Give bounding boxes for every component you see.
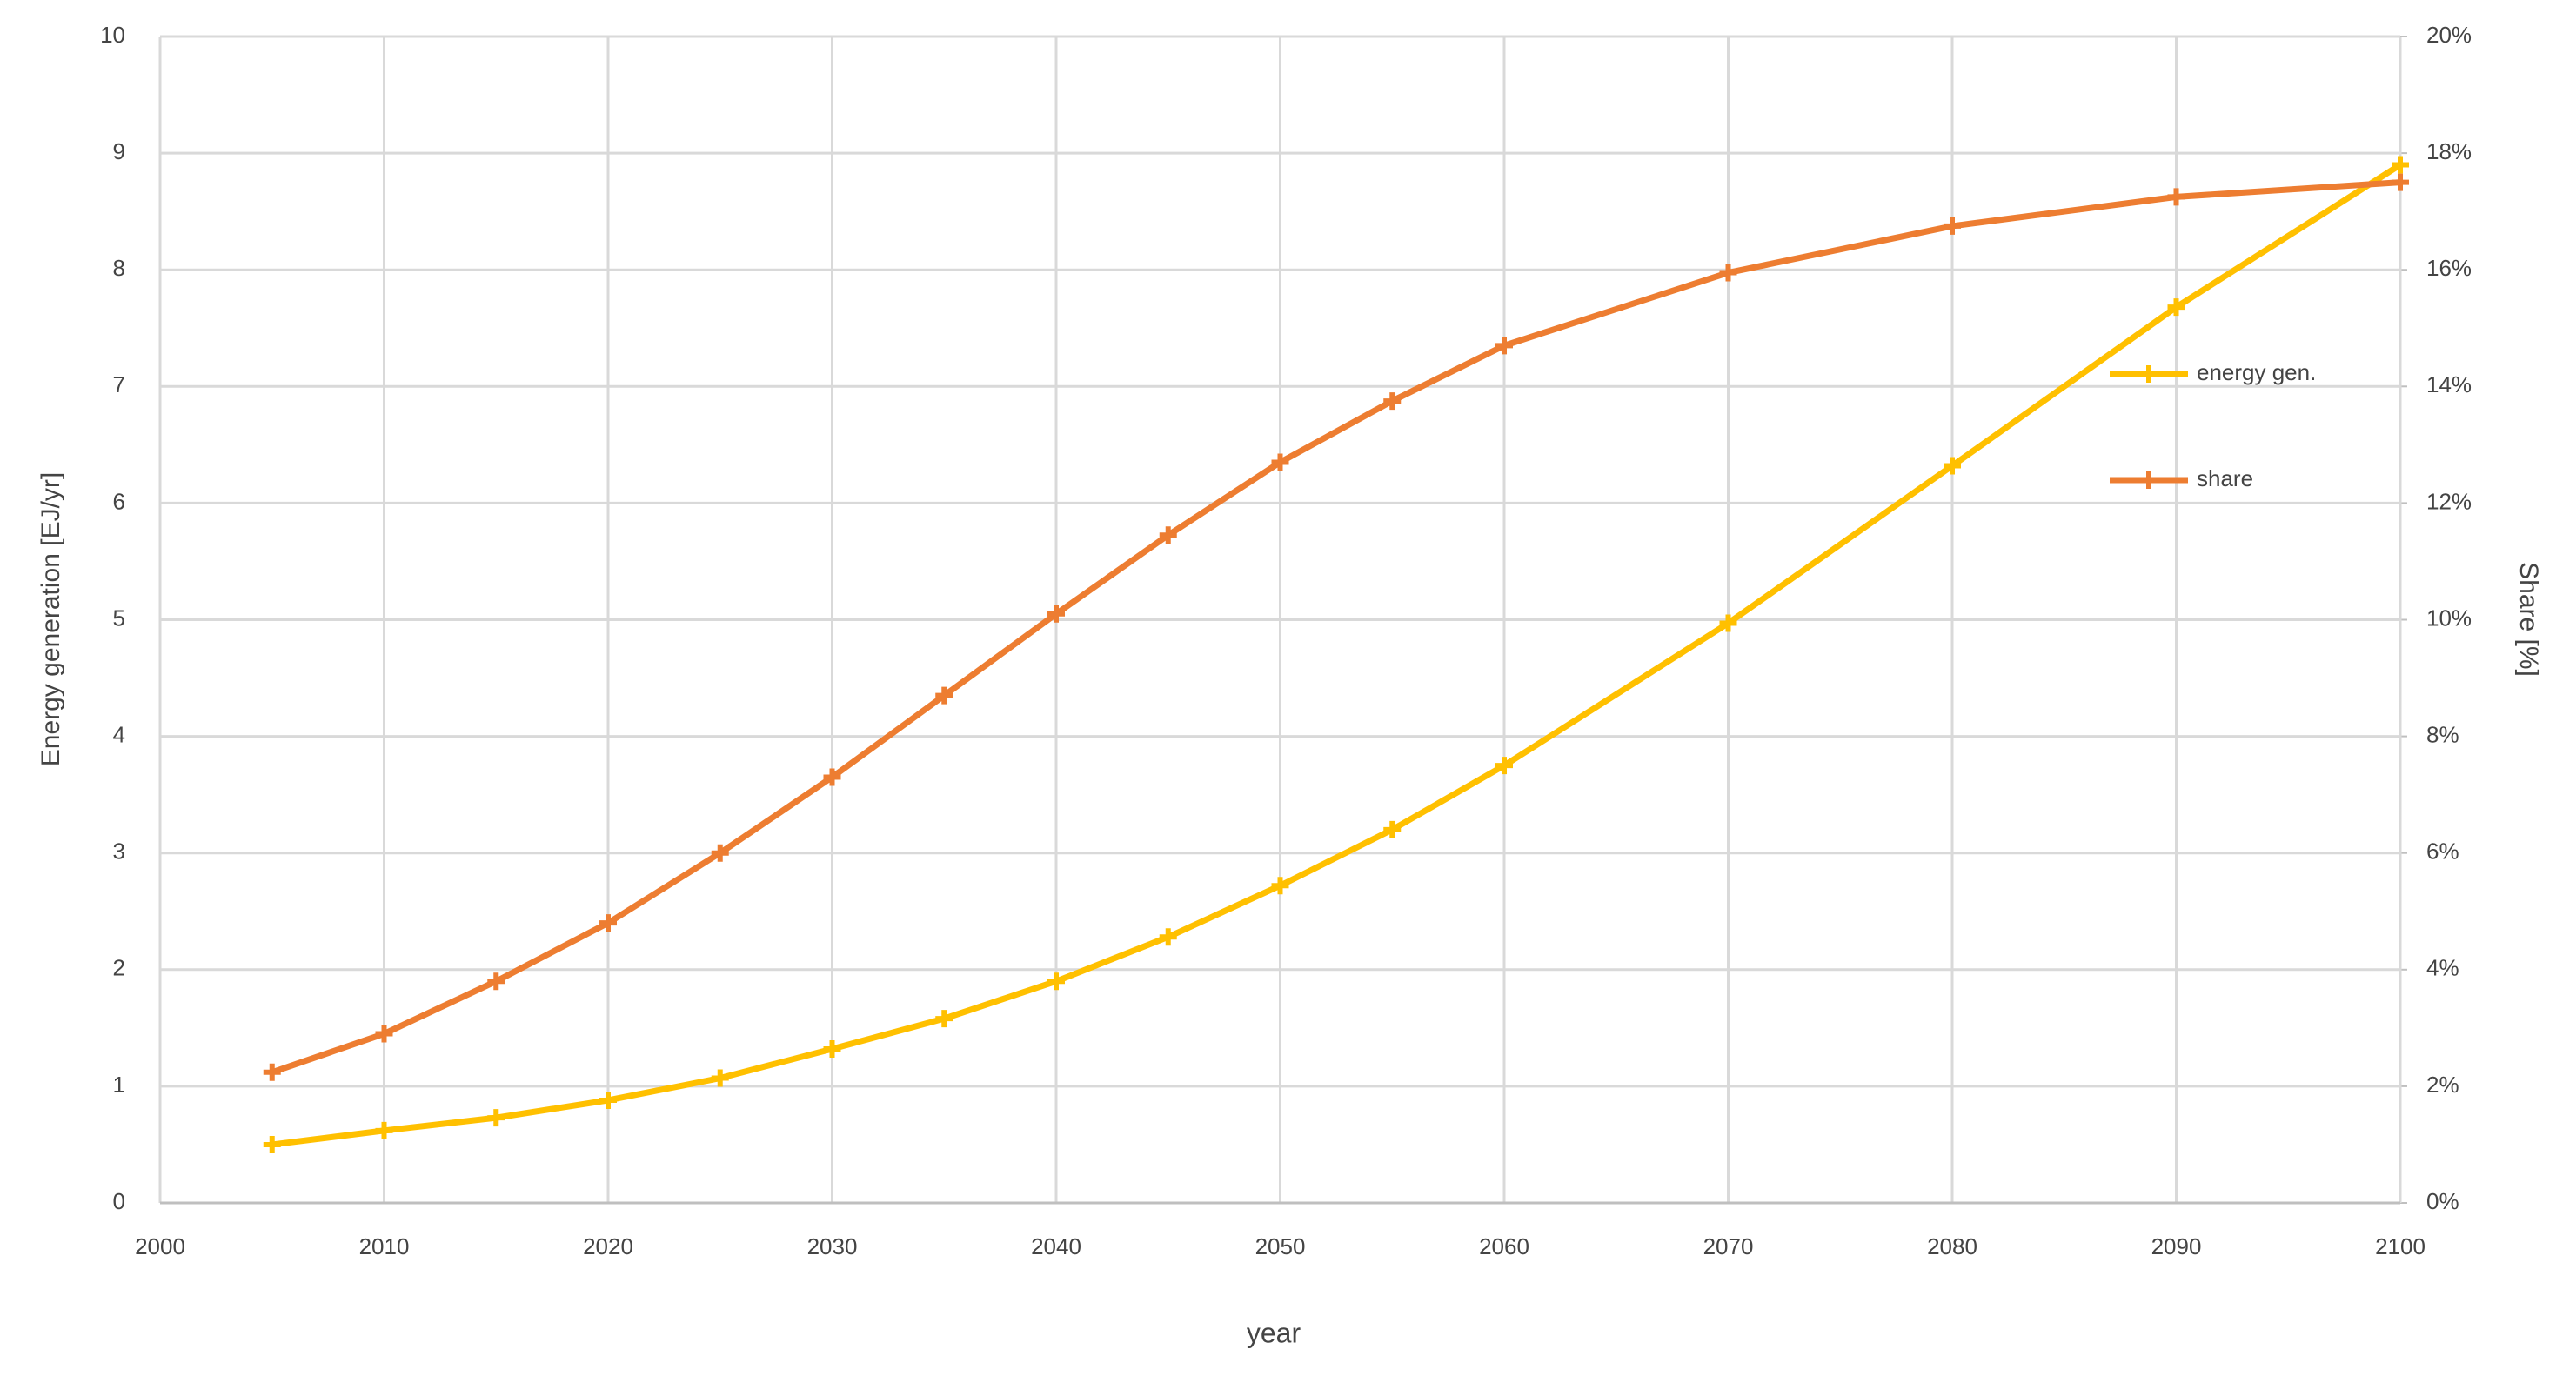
point-marker [935,686,953,705]
y-tick-label: 8 [113,255,125,281]
y2-tick-label: 4% [2426,955,2459,981]
y2-tick-label: 14% [2426,371,2472,397]
point-marker [935,1010,953,1028]
y-tick-label: 7 [113,371,125,397]
point-marker [711,844,729,862]
y-tick-label: 2 [113,955,125,981]
point-marker [375,1025,393,1043]
y2-tick-label: 8% [2426,721,2459,747]
y-tick-label: 1 [113,1072,125,1098]
y-tick-label: 10 [100,22,125,48]
point-marker [1495,337,1513,355]
point-marker [2167,188,2185,206]
y-tick-label: 9 [113,138,125,164]
point-marker [1159,928,1177,946]
y-tick-label: 0 [113,1188,125,1214]
point-marker [2167,298,2185,317]
point-marker [823,768,841,786]
legend-marker [2140,365,2158,383]
y-tick-label: 4 [113,721,125,747]
point-marker [1047,972,1065,991]
point-marker [823,1039,841,1058]
y2-axis-label: Share [%] [2514,562,2543,677]
y-tick-label: 6 [113,488,125,514]
point-marker [263,1063,281,1081]
y2-tick-label: 12% [2426,488,2472,514]
x-tick-label: 2100 [2375,1233,2425,1259]
x-tick-label: 2020 [583,1233,633,1259]
x-tick-label: 2000 [135,1233,185,1259]
x-tick-label: 2030 [807,1233,858,1259]
legend-label: energy gen. [2197,359,2316,385]
legend-marker [2140,471,2158,489]
point-marker [1383,820,1402,838]
x-tick-label: 2090 [2151,1233,2202,1259]
point-marker [1271,453,1289,471]
series-line [271,162,2402,1148]
x-axis-label: year [1247,1317,1301,1348]
x-tick-label: 2050 [1255,1233,1306,1259]
legend-label: share [2197,465,2253,491]
y2-tick-label: 0% [2426,1188,2459,1214]
y-axis-label: Energy generation [EJ/yr] [37,472,65,767]
y2-tick-label: 6% [2426,838,2459,865]
point-marker [2392,173,2409,191]
x-tick-label: 2080 [1927,1233,1977,1259]
y-tick-label: 5 [113,605,125,631]
y2-tick-label: 10% [2426,605,2472,631]
point-marker [1719,614,1737,632]
series-line [271,179,2401,1076]
point-marker [1719,264,1737,282]
y-tick-label: 3 [113,838,125,865]
point-marker [599,914,617,932]
y2-tick-label: 20% [2426,22,2472,48]
point-marker [487,1109,505,1127]
x-tick-label: 2010 [359,1233,410,1259]
point-marker [2392,156,2409,174]
point-marker [1944,457,1961,475]
y2-tick-label: 16% [2426,255,2472,281]
point-marker [599,1091,617,1109]
x-tick-label: 2060 [1479,1233,1529,1259]
point-marker [375,1121,393,1139]
point-marker [263,1135,281,1153]
point-marker [1383,392,1402,411]
y2-tick-label: 18% [2426,138,2472,164]
point-marker [1047,605,1065,623]
point-marker [1495,757,1513,775]
x-tick-label: 2040 [1031,1233,1081,1259]
x-tick-label: 2070 [1703,1233,1754,1259]
y2-tick-label: 2% [2426,1072,2459,1098]
point-marker [487,972,505,991]
point-marker [1159,526,1177,544]
point-marker [1271,877,1289,895]
point-marker [711,1069,729,1087]
point-marker [1944,217,1961,235]
